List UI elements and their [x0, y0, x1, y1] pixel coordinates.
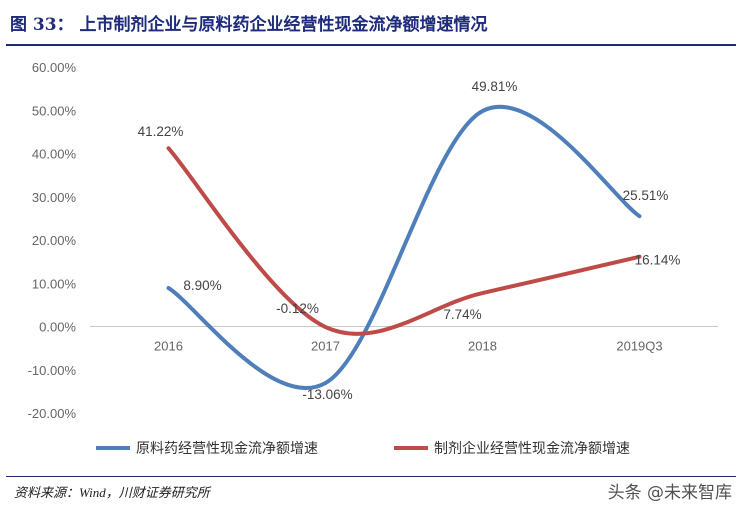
legend-label: 制剂企业经营性现金流净额增速 — [434, 440, 630, 457]
chart-legend: 原料药经营性现金流净额增速 制剂企业经营性现金流净额增速 — [96, 440, 630, 457]
y-tick-label: -10.00% — [28, 363, 77, 378]
data-label: 16.14% — [635, 253, 681, 268]
series-lines — [166, 104, 642, 390]
x-tick-label: 2017 — [311, 339, 340, 354]
x-axis-ticks: 2016 2017 2018 2019Q3 — [154, 339, 663, 354]
x-tick-label: 2018 — [468, 339, 497, 354]
y-tick-label: -20.00% — [28, 406, 77, 421]
y-tick-label: 20.00% — [32, 233, 77, 248]
data-label: 41.22% — [138, 124, 184, 139]
data-label: -13.06% — [302, 387, 352, 402]
data-label: -0.12% — [276, 301, 319, 316]
y-tick-label: 40.00% — [32, 147, 77, 162]
figure-title: 图 33： 上市制剂企业与原料药企业经营性现金流净额增速情况 — [10, 15, 488, 35]
x-tick-label: 2019Q3 — [616, 339, 662, 354]
y-tick-label: 50.00% — [32, 103, 77, 118]
series-line — [166, 146, 642, 336]
y-axis-ticks: 60.00% 50.00% 40.00% 30.00% 20.00% 10.00% 0.00… — [28, 60, 77, 421]
y-tick-label: 0.00% — [39, 320, 76, 335]
x-tick-label: 2016 — [154, 339, 183, 354]
data-label: 8.90% — [183, 278, 221, 293]
data-label: 25.51% — [623, 188, 669, 203]
source-note: 资料来源：Wind，川财证券研究所 — [14, 485, 210, 500]
y-tick-label: 60.00% — [32, 60, 77, 75]
title-divider — [6, 44, 736, 46]
watermark: 头条 @未来智库 — [607, 483, 732, 503]
data-label: 49.81% — [472, 79, 518, 94]
legend-label: 原料药经营性现金流净额增速 — [136, 441, 318, 457]
y-tick-label: 10.00% — [32, 276, 77, 291]
line-chart: 60.00% 50.00% 40.00% 30.00% 20.00% 10.00% 0.00… — [28, 60, 718, 457]
y-tick-label: 30.00% — [32, 190, 77, 205]
data-labels: 8.90% -13.06% 49.81% 25.51% 41.22% -0.12% 7.74… — [138, 79, 681, 402]
data-label: 7.74% — [443, 307, 481, 322]
footer-divider — [6, 476, 736, 477]
series-line — [166, 104, 642, 390]
